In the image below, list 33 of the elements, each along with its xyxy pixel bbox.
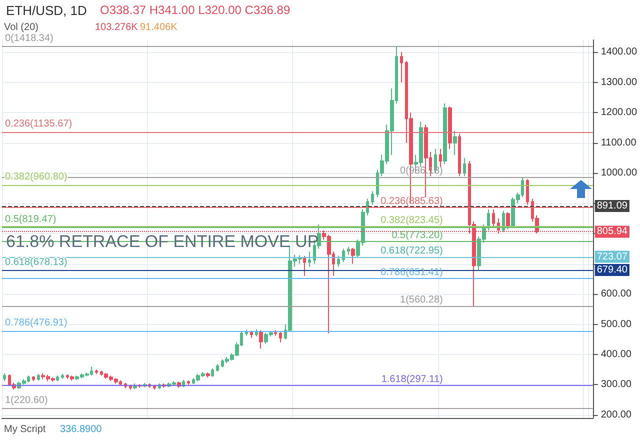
ref-line-label: 0.618(678.13) [5, 256, 68, 268]
ref-line-label: 0(1418.34) [5, 33, 54, 44]
ref-line-label: 0.236(885.63) [380, 196, 443, 208]
text: Vol (20) [4, 22, 38, 33]
text: 336.8900 [60, 424, 102, 435]
y-tick-label: 1200.00 [600, 107, 638, 118]
ref-line-label: 891.09 [596, 200, 628, 212]
ref-line-label: 1.618(297.11) [381, 374, 443, 386]
text: 103.276K [95, 22, 138, 33]
ref-line-label: 0.5(773.20) [392, 230, 443, 242]
ref-line-label: 1(560.28) [400, 294, 443, 306]
y-tick-label: 1400.00 [600, 46, 638, 58]
text: 91.406K [140, 22, 178, 33]
y-tick-label: 300.00 [600, 379, 632, 390]
ref-line-label: 1(220.60) [5, 395, 48, 406]
chart-subtitle: O338.37 H341.00 L320.00 C336.89 [100, 3, 290, 17]
y-tick-label: 500.00 [600, 318, 632, 330]
ref-line-label: 0.236(1135.67) [5, 118, 72, 130]
y-tick-label: 600.00 [600, 288, 632, 300]
ref-line-label: 0.786(476.91) [5, 318, 68, 329]
ref-line-label: 0.5(819.47) [5, 214, 56, 226]
text: My Script [4, 424, 46, 435]
ref-line-label: 805.94 [596, 226, 628, 238]
y-tick-label: 1300.00 [600, 76, 638, 88]
chart-title: ETH/USD, 1D [6, 3, 87, 18]
ref-line-label: 723.07 [596, 251, 628, 262]
ref-line-label: 0.382(823.45) [380, 214, 443, 226]
y-tick-label: 1100.00 [600, 137, 637, 148]
y-tick-label: 1000.00 [600, 168, 638, 179]
ref-line-label: 679.40 [596, 264, 628, 276]
y-tick-label: 200.00 [600, 409, 632, 420]
ref-line-label: 0.618(722.95) [380, 245, 443, 256]
y-tick-label: 400.00 [600, 348, 632, 360]
